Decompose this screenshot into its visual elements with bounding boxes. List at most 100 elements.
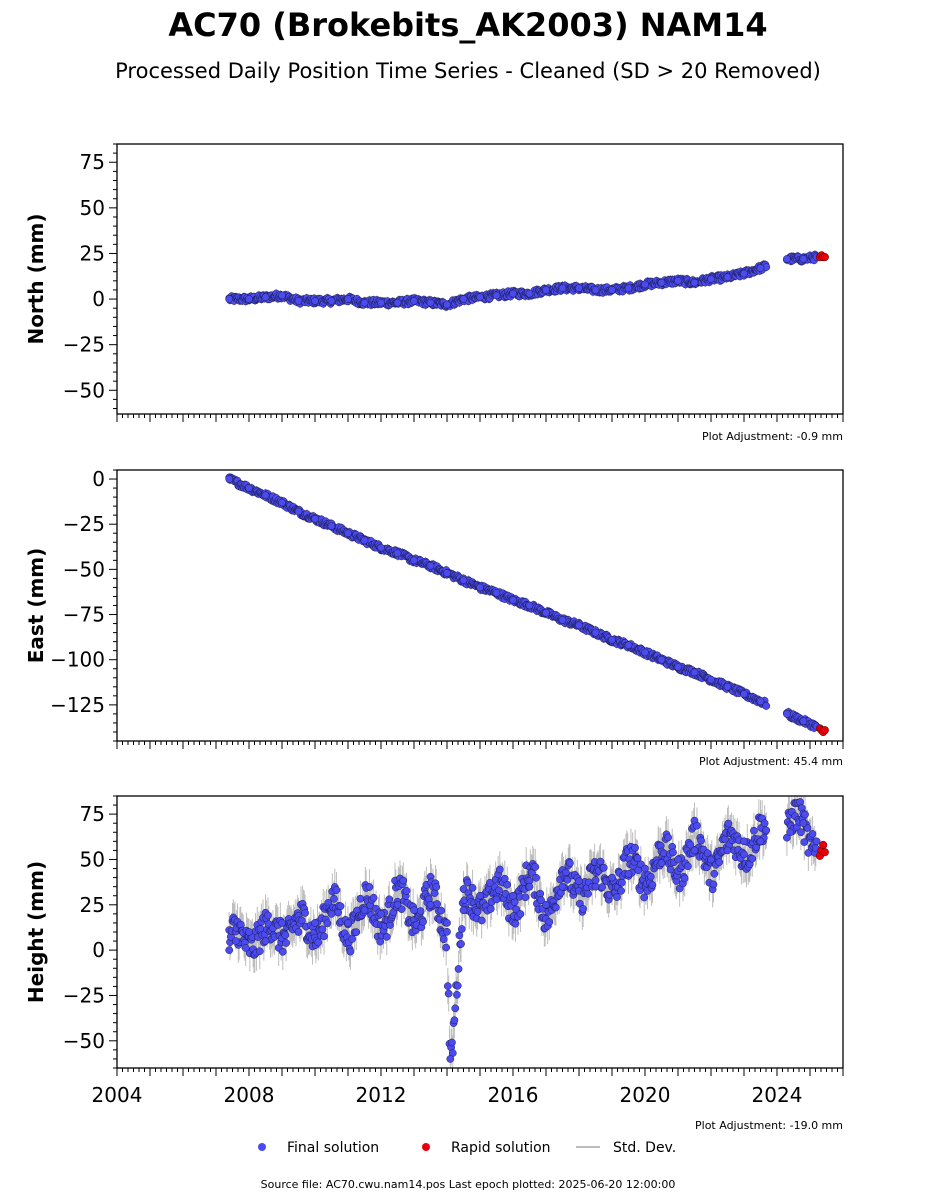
plot-area [225, 796, 829, 1078]
final-point [348, 935, 356, 943]
final-point [360, 298, 369, 307]
final-point [664, 833, 672, 842]
final-point [261, 491, 270, 500]
final-point [707, 855, 715, 864]
legend-label: Std. Dev. [613, 1140, 676, 1156]
final-point [762, 826, 771, 835]
y-tick-label: −50 [63, 1029, 105, 1053]
final-point [801, 810, 809, 819]
final-point [278, 919, 286, 927]
final-point [444, 989, 453, 998]
final-point [468, 883, 477, 892]
final-point [447, 1071, 454, 1078]
final-point [521, 893, 530, 902]
final-point [631, 843, 639, 852]
x-tick-label: 2012 [356, 1083, 407, 1107]
legend-final-marker [258, 1143, 266, 1151]
final-point [648, 881, 657, 889]
final-point [575, 621, 583, 630]
y-tick-label: 0 [92, 287, 105, 311]
final-point [225, 295, 234, 303]
final-point [476, 293, 484, 302]
rapid-point [820, 848, 829, 857]
final-point [225, 475, 234, 483]
final-point [669, 848, 677, 857]
panel-0: −50 −25 0 25 50 75 North (mm) Plot Adjustment: … [24, 143, 844, 443]
final-point [786, 828, 795, 837]
y-axis: −50 −25 0 25 50 75 [63, 795, 117, 1069]
final-point [356, 894, 365, 903]
final-point [591, 882, 600, 891]
x-axis: 2004 2008 2012 2016 2020 2024 [92, 1068, 844, 1107]
final-point [336, 902, 345, 911]
final-point [575, 284, 583, 292]
final-point [297, 916, 306, 925]
y-tick-label: 75 [80, 150, 105, 174]
plot-area [225, 472, 829, 737]
final-point [566, 859, 574, 867]
final-point [410, 297, 418, 305]
final-point [598, 883, 606, 891]
final-point [278, 947, 287, 956]
final-point [245, 484, 253, 492]
final-point [311, 919, 319, 927]
final-point [327, 522, 336, 530]
final-point [525, 289, 534, 298]
final-point [812, 837, 821, 846]
final-point [756, 837, 765, 846]
final-point [646, 872, 655, 881]
final-point [641, 280, 649, 289]
final-point [458, 925, 466, 933]
final-point [459, 576, 468, 585]
final-point [740, 850, 748, 859]
final-point [633, 854, 642, 863]
final-point [532, 873, 540, 882]
final-point [330, 895, 338, 903]
final-point [657, 859, 666, 867]
final-point [450, 1016, 459, 1025]
final-point [294, 928, 303, 936]
x-tick-label: 2024 [752, 1083, 803, 1107]
final-point [446, 1055, 455, 1063]
y-tick-label: −50 [63, 378, 105, 402]
final-point [575, 877, 583, 886]
figure-subtitle: Processed Daily Position Time Series - C… [115, 59, 821, 83]
plot-adjustment-label: Plot Adjustment: 45.4 mm [699, 755, 843, 768]
final-point [657, 278, 666, 287]
y-tick-label: −125 [50, 693, 105, 717]
y-axis-label: North (mm) [24, 213, 48, 344]
final-point [443, 919, 451, 927]
final-point [591, 286, 600, 294]
final-point [439, 935, 448, 944]
x-tick-label: 2020 [620, 1083, 671, 1107]
final-point [740, 690, 748, 698]
final-point [640, 893, 649, 902]
final-point [241, 944, 250, 952]
final-point [327, 910, 336, 918]
final-point [352, 928, 361, 937]
final-point [740, 837, 748, 846]
final-point [613, 893, 621, 901]
final-point [416, 907, 425, 915]
final-point [344, 919, 352, 927]
final-point [624, 284, 633, 292]
final-point [591, 628, 600, 637]
final-point [255, 947, 264, 956]
final-point [486, 905, 495, 913]
final-point [748, 854, 757, 863]
final-point [680, 874, 689, 883]
final-point [346, 947, 355, 956]
final-point [377, 910, 385, 918]
rapid-point [819, 840, 828, 850]
final-point [707, 275, 715, 283]
final-point [723, 682, 732, 691]
final-point [365, 883, 374, 891]
x-axis [116, 741, 844, 749]
final-point [723, 273, 732, 282]
final-point [245, 295, 253, 303]
final-point [516, 910, 525, 918]
final-point [432, 883, 441, 891]
final-point [509, 891, 517, 900]
legend-item: Rapid solution [422, 1140, 551, 1156]
final-point [797, 828, 805, 837]
